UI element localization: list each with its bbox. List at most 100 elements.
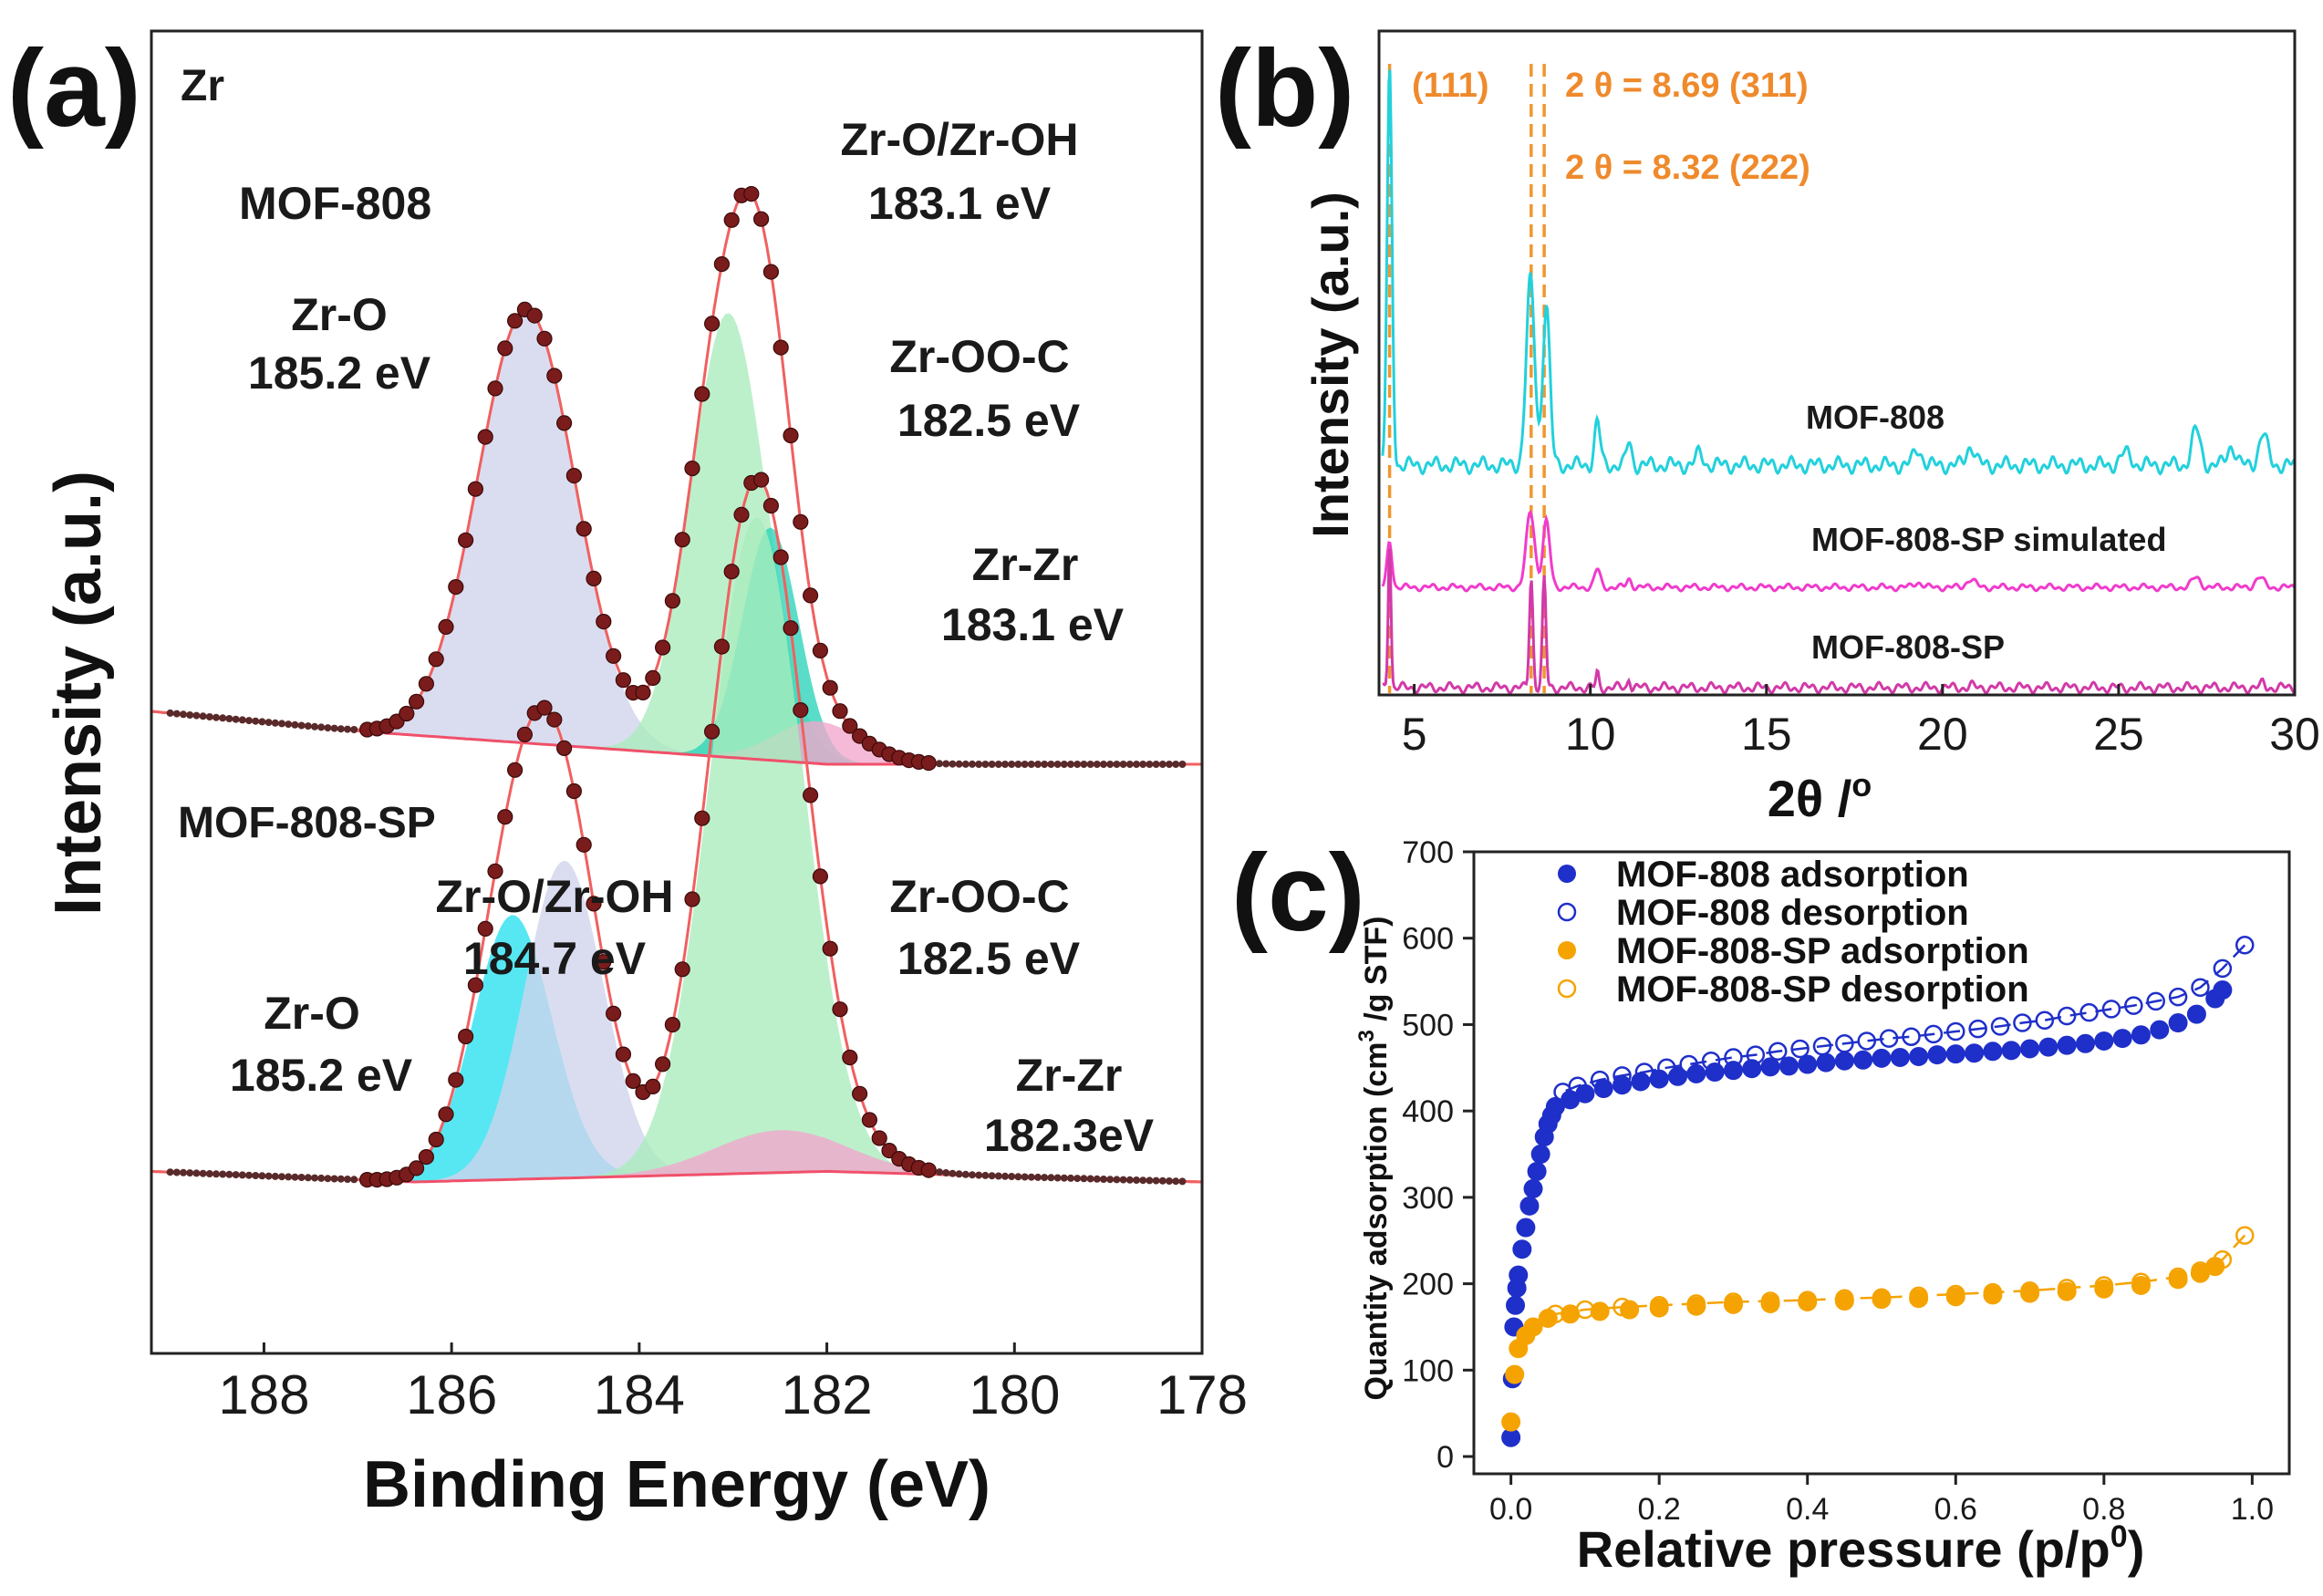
panel-a-x-axis-title: Binding Energy (eV) bbox=[363, 1448, 990, 1521]
series-point-0 bbox=[1527, 1161, 1547, 1181]
series-point-2 bbox=[1590, 1301, 1610, 1321]
data-point-tail bbox=[1027, 761, 1035, 768]
data-point bbox=[615, 1046, 632, 1062]
data-point-tail bbox=[172, 1168, 181, 1176]
data-point-tail bbox=[1086, 1175, 1094, 1183]
data-point-tail bbox=[1080, 1175, 1088, 1183]
data-point-tail bbox=[1158, 761, 1167, 768]
series-point-3 bbox=[1613, 1297, 1632, 1317]
data-point-tail bbox=[192, 711, 201, 720]
x-tick-label: 25 bbox=[2093, 709, 2144, 760]
data-point-tail bbox=[1166, 761, 1173, 768]
data-point-tail bbox=[1053, 761, 1062, 768]
data-point-tail bbox=[1172, 761, 1180, 768]
series-point-3 bbox=[1909, 1286, 1928, 1306]
data-point-tail bbox=[311, 1174, 318, 1182]
series-point-1 bbox=[2057, 1006, 2077, 1026]
data-point bbox=[555, 415, 573, 431]
series-point-0 bbox=[1890, 1047, 1910, 1067]
series-point-0 bbox=[2213, 980, 2233, 1000]
series-point-1 bbox=[1946, 1021, 1965, 1042]
data-point-tail bbox=[297, 1174, 306, 1181]
trace-label-simulated: MOF-808-SP simulated bbox=[1811, 521, 2166, 558]
series-point-1 bbox=[2235, 936, 2255, 955]
series-point-1 bbox=[2168, 987, 2188, 1007]
data-point-tail bbox=[205, 713, 213, 720]
data-point-tail bbox=[1041, 1174, 1049, 1182]
data-point-tail bbox=[955, 1170, 963, 1178]
data-point-tail bbox=[1100, 1176, 1107, 1183]
data-point bbox=[458, 532, 474, 548]
series-point-0 bbox=[2168, 1013, 2188, 1033]
data-point-tail bbox=[942, 1169, 950, 1176]
data-point bbox=[645, 669, 661, 687]
data-point bbox=[438, 1106, 454, 1123]
data-point-tail bbox=[994, 1172, 1002, 1180]
data-point bbox=[546, 711, 563, 728]
xrd-trace-2 bbox=[1382, 548, 2296, 695]
legend-label-2: MOF-808-SP adsorption bbox=[1616, 931, 2029, 971]
data-point-tail bbox=[330, 724, 338, 732]
series-point-0 bbox=[1516, 1218, 1536, 1238]
series-point-0 bbox=[2020, 1039, 2040, 1059]
series-point-0 bbox=[2094, 1031, 2114, 1051]
data-point bbox=[793, 701, 809, 719]
data-point-tail bbox=[1060, 1174, 1068, 1182]
data-point-tail bbox=[1060, 761, 1068, 768]
data-point bbox=[664, 1016, 681, 1033]
series-point-2 bbox=[1501, 1412, 1521, 1432]
data-point bbox=[733, 506, 750, 523]
data-point-tail bbox=[297, 721, 306, 730]
data-point bbox=[812, 642, 829, 659]
series-point-1 bbox=[2013, 1013, 2032, 1032]
data-point bbox=[783, 620, 799, 637]
data-point bbox=[861, 1112, 878, 1128]
data-point-tail bbox=[1086, 761, 1094, 768]
data-point-tail bbox=[180, 710, 187, 719]
component-1-3 bbox=[151, 1130, 1202, 1182]
data-point bbox=[596, 613, 612, 630]
data-point-tail bbox=[1067, 761, 1074, 768]
series-point-3 bbox=[1575, 1300, 1595, 1320]
data-point-tail bbox=[1047, 1174, 1055, 1182]
data-point-tail bbox=[936, 1168, 943, 1176]
data-point bbox=[458, 1028, 474, 1045]
trace-label-mof808sp: MOF-808-SP bbox=[1811, 628, 2005, 666]
data-point bbox=[871, 1130, 887, 1146]
data-point-tail bbox=[1001, 1172, 1009, 1180]
data-point bbox=[516, 726, 534, 743]
x-tick-label: 180 bbox=[969, 1364, 1060, 1425]
data-point-tail bbox=[258, 1172, 266, 1180]
data-point-tail bbox=[213, 713, 220, 721]
data-point-tail bbox=[1139, 761, 1147, 768]
data-point-tail bbox=[1014, 1173, 1022, 1181]
legend-label-1: MOF-808 desorption bbox=[1616, 893, 1969, 933]
data-point-tail bbox=[1119, 761, 1127, 768]
top-peak-zrzr-energy: 183.1 eV bbox=[941, 599, 1125, 650]
series-point-1 bbox=[2191, 978, 2210, 997]
data-point-tail bbox=[291, 1173, 299, 1181]
peak-311-label: 2 θ = 8.69 (311) bbox=[1565, 67, 1809, 105]
data-point bbox=[694, 386, 710, 402]
data-point bbox=[723, 564, 740, 580]
x-tick-label: 1.0 bbox=[2231, 1492, 2274, 1527]
data-point bbox=[526, 307, 543, 324]
y-tick-label: 500 bbox=[1402, 1008, 1454, 1042]
series-point-1 bbox=[2146, 991, 2165, 1011]
data-point bbox=[713, 638, 731, 655]
series-point-1 bbox=[1990, 1017, 2010, 1036]
data-point-tail bbox=[1146, 761, 1154, 768]
series-point-0 bbox=[1779, 1056, 1799, 1076]
data-point bbox=[487, 863, 503, 879]
data-point bbox=[674, 532, 690, 548]
peak-111-label: (111) bbox=[1412, 67, 1489, 105]
data-point-tail bbox=[166, 1168, 174, 1176]
data-point bbox=[409, 693, 425, 710]
data-point-tail bbox=[988, 761, 996, 768]
data-point-tail bbox=[199, 1169, 207, 1177]
isotherm-points bbox=[1501, 936, 2255, 1447]
x-tick-label: 184 bbox=[594, 1364, 685, 1425]
x-tick-label: 0.8 bbox=[2082, 1492, 2125, 1527]
data-point-tail bbox=[1093, 761, 1101, 768]
data-point-tail bbox=[330, 1175, 338, 1183]
